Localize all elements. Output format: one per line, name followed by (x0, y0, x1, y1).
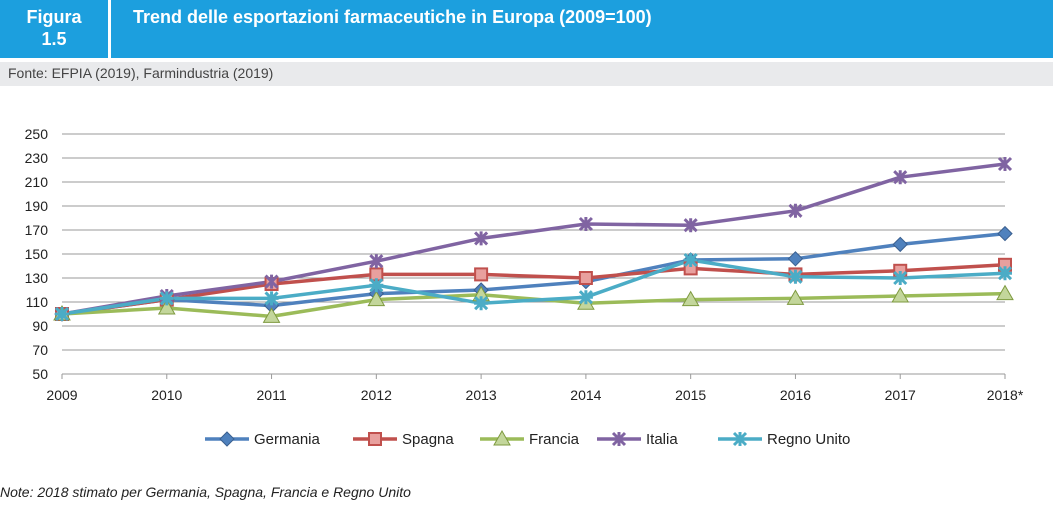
data-point-germania (997, 225, 1013, 242)
data-point-italia (578, 216, 593, 232)
figure-note: Note: 2018 stimato per Germania, Spagna,… (0, 484, 411, 500)
data-point-francia (262, 307, 281, 323)
data-point-francia (681, 290, 700, 307)
legend-label-spagna: Spagna (402, 431, 454, 448)
data-point-regno-unito (159, 291, 174, 306)
data-point-spagna (578, 271, 593, 285)
y-tick-label: 170 (25, 222, 49, 238)
y-tick-label: 130 (25, 270, 49, 286)
x-tick-label: 2018* (987, 387, 1024, 403)
data-point-regno-unito (578, 290, 593, 305)
x-tick-label: 2015 (675, 387, 706, 403)
data-point-italia (683, 218, 698, 233)
data-point-regno-unito (474, 296, 489, 311)
x-tick-label: 2014 (570, 387, 601, 403)
series-line-germania (61, 231, 1006, 316)
figure-label-word: Figura (26, 7, 82, 27)
x-tick-label: 2016 (780, 387, 811, 403)
data-point-regno-unito (264, 291, 279, 306)
x-tick-label: 2017 (885, 387, 916, 403)
data-point-italia (369, 254, 384, 269)
data-point-regno-unito (54, 306, 70, 322)
y-tick-label: 150 (25, 246, 49, 262)
data-point-regno-unito (788, 269, 803, 284)
data-point-regno-unito (683, 252, 698, 268)
figure-label-number: 1.5 (41, 29, 67, 49)
x-tick-label: 2013 (466, 387, 497, 403)
y-tick-label: 90 (32, 318, 48, 334)
series-line-italia (61, 162, 1006, 316)
data-point-germania (892, 236, 908, 253)
data-point-regno-unito (893, 270, 908, 286)
data-point-francia (157, 298, 176, 315)
data-point-italia (264, 274, 279, 289)
data-point-italia (997, 156, 1013, 172)
figure-header: Figura 1.5 Trend delle esportazioni farm… (0, 0, 1053, 58)
y-tick-label: 210 (25, 174, 49, 190)
figure-label: Figura 1.5 (0, 0, 108, 58)
figure-title: Trend delle esportazioni farmaceutiche i… (111, 0, 1053, 58)
series-line-regno-unito (61, 258, 1006, 316)
x-tick-label: 2010 (151, 387, 182, 403)
y-tick-label: 50 (32, 366, 48, 382)
data-point-francia (996, 284, 1014, 301)
legend-marker-regno-unito (732, 431, 748, 447)
legend-marker-italia (611, 431, 627, 447)
data-point-regno-unito (369, 278, 384, 293)
y-tick-label: 110 (26, 294, 49, 310)
legend-marker-germania (219, 431, 235, 447)
y-tick-label: 70 (32, 342, 48, 358)
series-line-spagna (61, 263, 1006, 316)
data-point-italia (474, 231, 489, 246)
x-tick-label: 2011 (257, 387, 287, 403)
line-chart: 50 70 90 110 130 150 170 190 210 230 250 2009 2010 20… (25, 126, 1024, 448)
legend-marker-francia (493, 429, 511, 446)
data-point-francia (891, 286, 910, 303)
data-point-italia (788, 203, 803, 218)
data-point-spagna (474, 267, 489, 282)
legend-label-italia: Italia (646, 431, 678, 448)
legend-label-germania: Germania (254, 431, 321, 448)
legend-label-francia: Francia (529, 431, 580, 448)
x-tick-label: 2012 (361, 387, 392, 403)
y-tick-label: 250 (25, 126, 49, 142)
data-point-regno-unito (997, 266, 1013, 281)
data-point-italia (893, 170, 908, 185)
figure-source: Fonte: EFPIA (2019), Farmindustria (2019… (0, 62, 1053, 86)
y-tick-label: 230 (25, 150, 49, 166)
data-point-germania (787, 251, 804, 267)
y-tick-label: 190 (25, 198, 49, 214)
x-tick-label: 2009 (46, 387, 77, 403)
legend-marker-spagna (368, 432, 382, 446)
data-point-francia (367, 290, 386, 307)
legend-label-regno-unito: Regno Unito (767, 431, 850, 448)
data-point-francia (786, 289, 805, 305)
